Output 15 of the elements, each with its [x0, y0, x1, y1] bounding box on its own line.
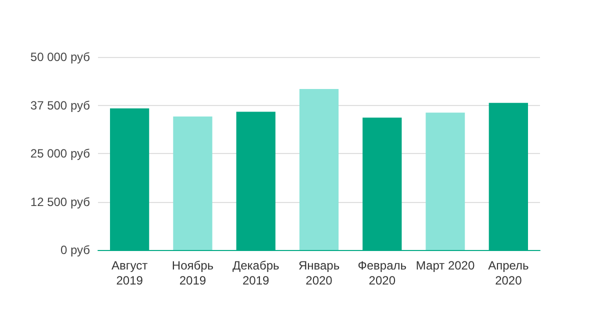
y-tick-label: 12 500 руб: [30, 194, 90, 209]
y-tick-label: 50 000 руб: [30, 50, 90, 64]
bar: [173, 116, 212, 250]
bar: [426, 112, 465, 250]
y-tick-label: 25 000 руб: [30, 146, 90, 160]
y-tick-label: 0 руб: [60, 243, 90, 257]
x-tick-label: Апрель 2020: [488, 258, 529, 288]
bar: [299, 89, 339, 250]
x-tick-label: Март 2020: [416, 258, 475, 272]
x-tick-label: Декабрь 2019: [232, 258, 280, 288]
x-tick-label: Август 2019: [112, 258, 148, 288]
x-tick-label: Февраль 2020: [358, 258, 407, 288]
x-tick-label: Январь 2020: [298, 258, 340, 288]
y-tick-label: 37 500 руб: [30, 98, 90, 112]
x-tick-label: Ноябрь 2019: [172, 258, 214, 288]
